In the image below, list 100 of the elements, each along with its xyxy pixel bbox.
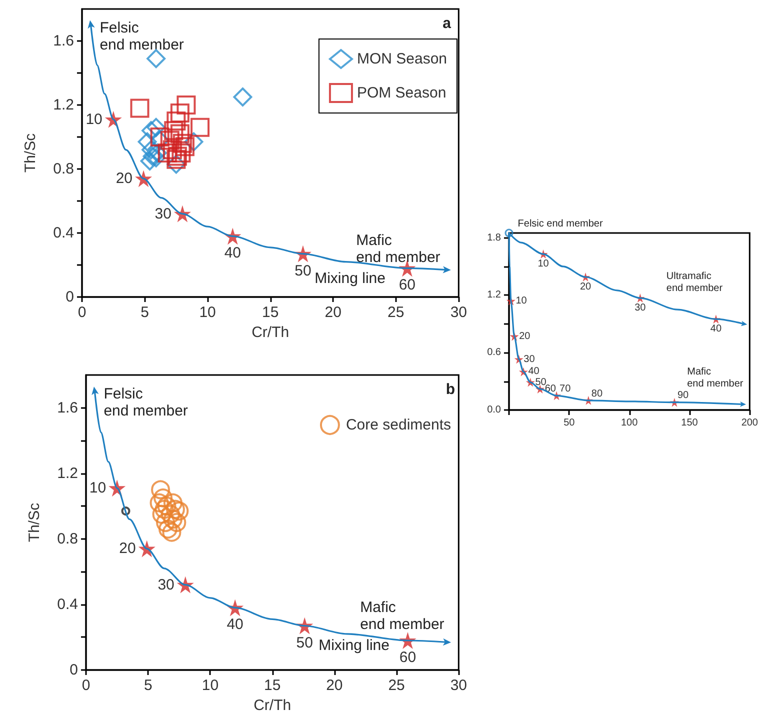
x-tick-label: 0 [82, 677, 90, 694]
annotation: Mixing line [318, 637, 390, 654]
point [154, 488, 173, 508]
point [162, 522, 182, 542]
point [146, 148, 166, 168]
point [176, 96, 196, 114]
y-tick-label: 1.6 [57, 399, 78, 416]
point [160, 504, 180, 524]
point [233, 88, 252, 106]
annotation: 10 [89, 480, 106, 497]
annotation: 60 [399, 649, 416, 666]
x-tick-label: 15 [264, 677, 281, 694]
y-tick-label: 1.2 [53, 96, 74, 114]
annotation: 20 [119, 540, 136, 558]
y-tick-label: 0.6 [487, 347, 502, 358]
x-tick-label: 150 [681, 418, 698, 428]
point [157, 496, 176, 516]
annotation: 30 [158, 576, 174, 594]
point [184, 132, 204, 152]
legend-label: POM Season [356, 84, 446, 102]
x-tick-label: 25 [388, 304, 404, 321]
point [160, 130, 180, 150]
point [170, 502, 189, 521]
y-tick-label: 1.2 [487, 290, 502, 301]
y-axis-title: Th/Sc [22, 132, 39, 173]
point [166, 150, 186, 169]
point [156, 513, 175, 532]
annotation: 50 [296, 634, 313, 652]
point [152, 504, 172, 524]
x-tick-label: 50 [564, 418, 576, 428]
y-tick-label: 0 [70, 662, 78, 678]
annotation: 80 [591, 388, 603, 400]
x-tick-label: 10 [202, 677, 219, 694]
annotation: 60 [398, 276, 416, 294]
x-tick-label: 100 [620, 418, 638, 428]
x-tick-label: 15 [262, 304, 279, 321]
point [163, 510, 182, 529]
legend-label: MON Season [356, 50, 448, 68]
point [150, 128, 170, 146]
annotation: Mixing line [314, 270, 386, 288]
annotation: 50 [294, 262, 312, 280]
y-axis-title: Th/Sc [26, 502, 43, 542]
point [150, 493, 169, 512]
x-tick-label: 5 [144, 677, 152, 694]
x-tick-label: 25 [388, 677, 405, 694]
y-tick-label: 1.6 [53, 32, 74, 50]
point [190, 118, 210, 137]
point [166, 112, 186, 130]
point [148, 144, 167, 162]
annotation: 20 [519, 330, 531, 342]
point [163, 493, 182, 512]
annotation: Felsic end member [100, 20, 184, 54]
annotation: 10 [538, 258, 550, 270]
point [154, 500, 174, 519]
annotation: 60 [544, 383, 556, 394]
point [146, 118, 166, 137]
y-tick-label: 0.8 [57, 530, 78, 548]
legend-label: Core sediments [346, 416, 452, 434]
annotation: 20 [580, 282, 592, 293]
annotation: b [446, 380, 455, 398]
x-tick-label: 200 [741, 418, 758, 428]
annotation: a [442, 14, 452, 32]
annotation: Mafic end member [687, 366, 744, 390]
annotation: 20 [116, 170, 133, 188]
x-axis-title: Cr/Th [254, 697, 292, 714]
point [172, 134, 192, 153]
point [151, 480, 170, 500]
point [158, 144, 177, 162]
point [162, 140, 182, 160]
point [158, 520, 178, 539]
point [142, 146, 162, 166]
annotation: 10 [516, 295, 528, 306]
y-tick-label: 1.2 [57, 464, 78, 482]
annotation: 30 [524, 354, 536, 365]
annotation: Mafic end member [356, 232, 440, 266]
point [140, 152, 160, 170]
point [138, 132, 157, 152]
x-tick-label: 30 [450, 677, 467, 694]
x-tick-label: 20 [324, 304, 342, 321]
point [142, 140, 161, 160]
point [167, 513, 186, 532]
x-axis-title: Cr/Th [252, 324, 290, 341]
x-tick-label: 20 [326, 677, 343, 694]
point [164, 121, 184, 140]
point [170, 124, 190, 144]
annotation: 30 [154, 205, 172, 222]
annotation: 90 [677, 390, 690, 402]
point [150, 130, 170, 150]
annotation: 40 [528, 366, 540, 378]
annotation: 10 [86, 110, 102, 128]
x-tick-label: 5 [140, 304, 149, 321]
annotation: 70 [560, 384, 572, 395]
text: Felsic end member [518, 218, 604, 230]
annotation: 40 [224, 244, 242, 262]
x-tick-label: 10 [199, 304, 216, 321]
annotation: 40 [226, 616, 244, 634]
y-tick-label: 0.4 [53, 224, 74, 242]
y-tick-label: 1.8 [487, 232, 502, 244]
point [121, 506, 130, 516]
point [170, 104, 190, 122]
